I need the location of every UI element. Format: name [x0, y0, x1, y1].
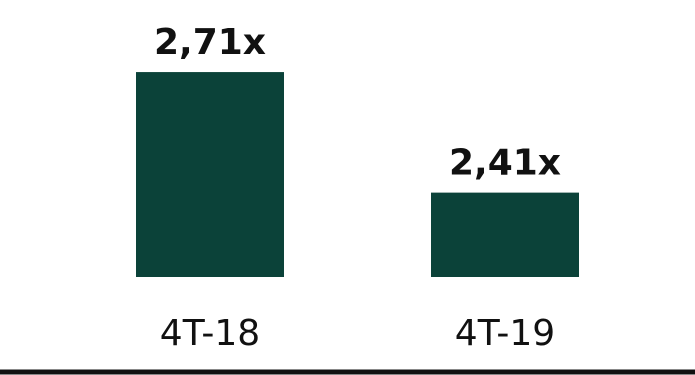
value-label-4t-18: 2,71x	[154, 22, 266, 63]
labels-layer: 2,71x 4T-18 2,41x 4T-19	[154, 22, 561, 354]
bars-layer	[136, 72, 579, 277]
bar-4t-18	[136, 72, 284, 277]
value-label-4t-19: 2,41x	[449, 143, 561, 184]
bar-4t-19	[431, 192, 579, 277]
category-label-4t-19: 4T-19	[455, 313, 555, 354]
category-label-4t-18: 4T-18	[160, 313, 260, 354]
